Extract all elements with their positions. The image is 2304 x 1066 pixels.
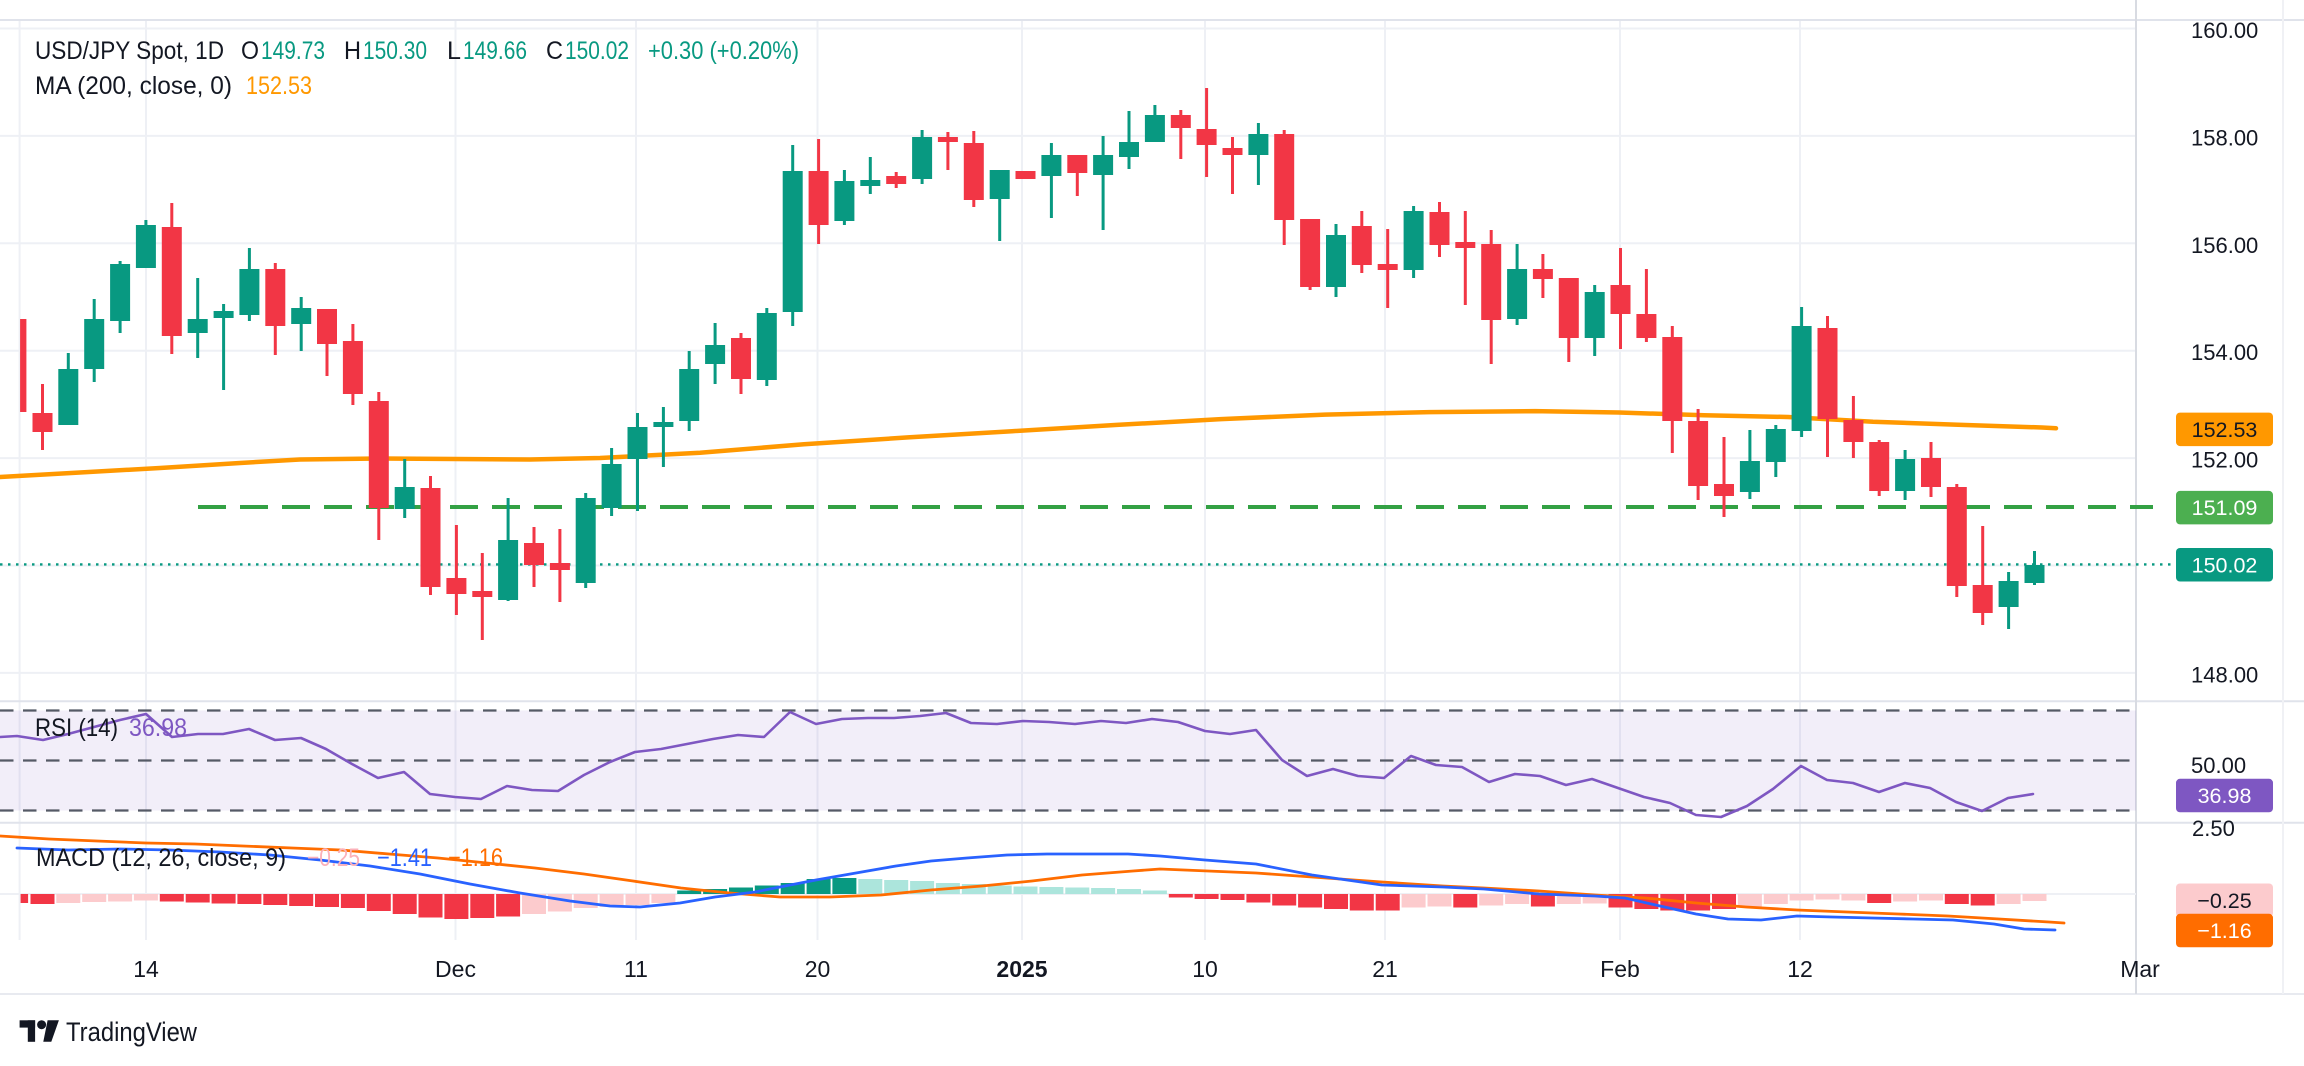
svg-text:152.00: 152.00 <box>2191 448 2258 473</box>
svg-text:H: H <box>344 37 361 65</box>
svg-text:TradingView: TradingView <box>66 1017 198 1047</box>
svg-text:149.66: 149.66 <box>463 37 527 65</box>
svg-text:152.53: 152.53 <box>246 72 312 100</box>
svg-text:+0.30 (+0.20%): +0.30 (+0.20%) <box>648 37 799 65</box>
svg-text:150.02: 150.02 <box>565 37 629 65</box>
svg-text:Feb: Feb <box>1600 956 1640 982</box>
svg-text:−1.16: −1.16 <box>2197 919 2251 943</box>
svg-text:152.53: 152.53 <box>2192 418 2258 442</box>
svg-text:Dec: Dec <box>435 956 476 982</box>
svg-text:RSI (14): RSI (14) <box>35 714 118 742</box>
svg-text:21: 21 <box>1372 956 1398 982</box>
svg-text:36.98: 36.98 <box>2198 784 2252 808</box>
svg-text:20: 20 <box>805 956 831 982</box>
svg-text:−1.41: −1.41 <box>377 844 432 872</box>
svg-text:150.02: 150.02 <box>2192 553 2258 577</box>
svg-text:2.50: 2.50 <box>2192 816 2235 841</box>
svg-text:148.00: 148.00 <box>2191 662 2258 687</box>
svg-text:−1.16: −1.16 <box>448 844 503 872</box>
svg-text:MA (200, close, 0): MA (200, close, 0) <box>35 72 232 100</box>
svg-text:50.00: 50.00 <box>2191 753 2246 778</box>
svg-text:156.00: 156.00 <box>2191 233 2258 258</box>
svg-text:149.73: 149.73 <box>261 37 325 65</box>
svg-text:150.30: 150.30 <box>363 37 427 65</box>
svg-text:O: O <box>241 37 259 65</box>
svg-text:−0.25: −0.25 <box>2197 889 2251 913</box>
svg-text:12: 12 <box>1787 956 1813 982</box>
svg-text:C: C <box>546 37 563 65</box>
svg-text:2025: 2025 <box>996 956 1047 982</box>
svg-text:USD/JPY Spot, 1D: USD/JPY Spot, 1D <box>35 37 224 65</box>
svg-text:158.00: 158.00 <box>2191 125 2258 150</box>
svg-text:151.09: 151.09 <box>2192 496 2258 520</box>
svg-text:36.98: 36.98 <box>129 714 187 742</box>
svg-text:14: 14 <box>133 956 159 982</box>
svg-text:10: 10 <box>1192 956 1218 982</box>
svg-text:L: L <box>447 37 461 65</box>
svg-text:160.00: 160.00 <box>2191 18 2258 43</box>
svg-text:−0.25: −0.25 <box>307 844 360 872</box>
svg-text:MACD (12, 26, close, 9): MACD (12, 26, close, 9) <box>36 844 286 872</box>
svg-text:11: 11 <box>624 956 648 982</box>
svg-text:Mar: Mar <box>2120 956 2160 982</box>
svg-text:154.00: 154.00 <box>2191 340 2258 365</box>
